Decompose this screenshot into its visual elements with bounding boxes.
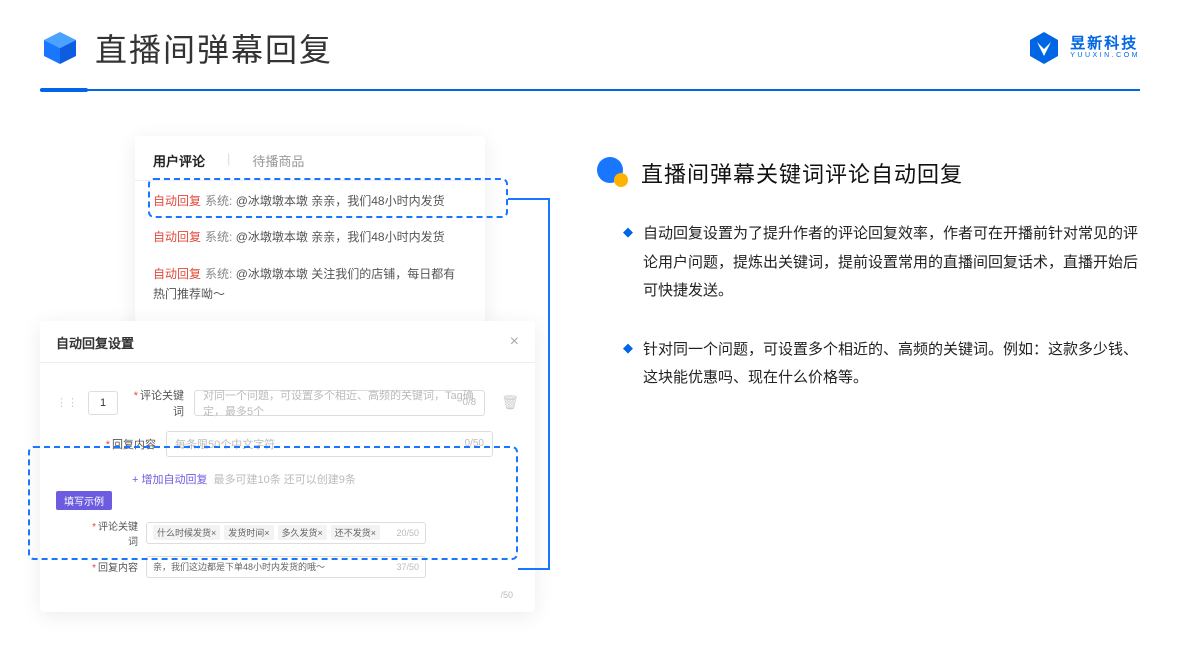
keyword-placeholder: 对同一个问题，可设置多个相近、高频的关键词，Tag确定，最多5个 [203, 387, 476, 419]
keyword-label: *评论关键词 [128, 387, 184, 419]
tabs: 用户评论 | 待播商品 [135, 151, 485, 181]
header-rule [40, 89, 1140, 91]
content: 用户评论 | 待播商品 自动回复系统: @冰墩墩本墩 亲亲，我们48小时内发货 … [0, 91, 1180, 612]
section-head: 直播间弹幕关键词评论自动回复 [595, 156, 1140, 190]
bullet-text: 针对同一个问题，可设置多个相近的、高频的关键词。例如：这款多少钱、这块能优惠吗、… [643, 336, 1140, 393]
page-title: 直播间弹幕回复 [95, 25, 333, 71]
cube-icon [40, 28, 80, 68]
keyword-count: 0/8 [462, 397, 476, 408]
bullet-icon: ◆ [623, 336, 633, 393]
left-column: 用户评论 | 待播商品 自动回复系统: @冰墩墩本墩 亲亲，我们48小时内发货 … [40, 136, 535, 612]
ex-reply-text: 亲，我们这边都是下单48小时内发货的哦～ [153, 560, 325, 573]
settings-card: 自动回复设置 × ⋮⋮ *评论关键词 对同一个问题，可设置多个相近、高频的关键词… [40, 321, 535, 612]
bottom-count: /50 [500, 590, 513, 600]
chat-bubble-icon [595, 156, 629, 190]
header-left: 直播间弹幕回复 [40, 25, 333, 71]
brand-cn: 昱新科技 [1070, 36, 1140, 53]
page-header: 直播间弹幕回复 昱新科技 YUUXIN.COM [0, 0, 1180, 71]
auto-reply-tag: 自动回复 [153, 267, 201, 281]
ex-reply-label: *回复内容 [90, 559, 138, 574]
brand-text: 昱新科技 YUUXIN.COM [1070, 36, 1140, 60]
tab-user-comments[interactable]: 用户评论 [153, 151, 205, 170]
tab-pending-goods[interactable]: 待播商品 [252, 151, 304, 170]
keyword-input[interactable]: 对同一个问题，可设置多个相近、高频的关键词，Tag确定，最多5个 0/8 [194, 390, 485, 416]
comments-card: 用户评论 | 待播商品 自动回复系统: @冰墩墩本墩 亲亲，我们48小时内发货 … [135, 136, 485, 333]
sys-label: 系统: [205, 230, 232, 244]
drag-icon[interactable]: ⋮⋮ [56, 396, 78, 409]
sys-label: 系统: [205, 267, 232, 281]
brand-en: YUUXIN.COM [1070, 52, 1140, 60]
auto-reply-tag: 自动回复 [153, 230, 201, 244]
bullet-text: 自动回复设置为了提升作者的评论回复效率，作者可在开播前针对常见的评论用户问题，提… [643, 220, 1140, 306]
close-icon[interactable]: × [510, 333, 519, 351]
order-input[interactable] [88, 391, 118, 415]
keyword-row: ⋮⋮ *评论关键词 对同一个问题，可设置多个相近、高频的关键词，Tag确定，最多… [40, 381, 535, 425]
right-column: 直播间弹幕关键词评论自动回复 ◆ 自动回复设置为了提升作者的评论回复效率，作者可… [595, 136, 1140, 612]
brand: 昱新科技 YUUXIN.COM [1026, 30, 1140, 66]
connector [548, 198, 550, 570]
highlight-box-1 [148, 178, 508, 218]
settings-title: 自动回复设置 [56, 333, 134, 352]
connector [508, 198, 550, 200]
bullet-icon: ◆ [623, 220, 633, 306]
connector [518, 568, 550, 570]
tab-divider: | [227, 151, 230, 170]
ex-reply-count: 37/50 [396, 562, 419, 572]
comment-row: 自动回复系统: @冰墩墩本墩 亲亲，我们48小时内发货 [135, 217, 485, 253]
highlight-box-2 [28, 446, 518, 560]
bullet-item: ◆ 自动回复设置为了提升作者的评论回复效率，作者可在开播前针对常见的评论用户问题… [595, 220, 1140, 306]
comment-row: 自动回复系统: @冰墩墩本墩 关注我们的店铺，每日都有热门推荐呦～ [135, 254, 485, 311]
settings-header: 自动回复设置 × [40, 333, 535, 363]
brand-icon [1026, 30, 1062, 66]
comment-text: @冰墩墩本墩 亲亲，我们48小时内发货 [236, 230, 445, 244]
delete-icon[interactable]: 🗑 [495, 394, 519, 411]
bullet-item: ◆ 针对同一个问题，可设置多个相近的、高频的关键词。例如：这款多少钱、这块能优惠… [595, 336, 1140, 393]
section-title: 直播间弹幕关键词评论自动回复 [641, 157, 963, 189]
